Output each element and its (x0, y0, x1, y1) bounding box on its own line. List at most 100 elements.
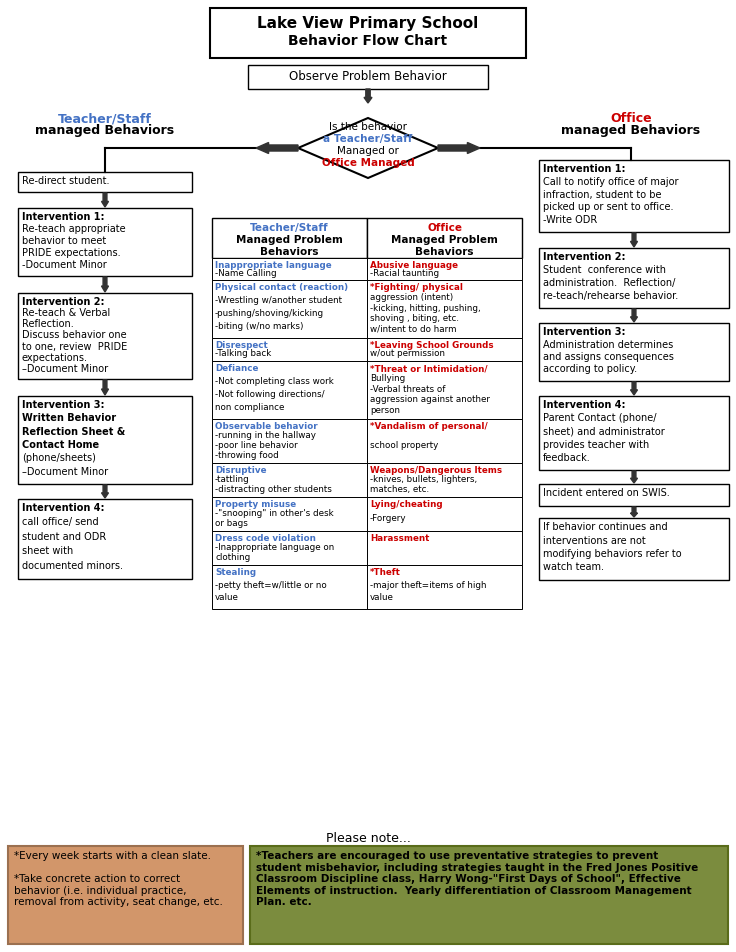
Text: *Every week starts with a clean slate.

*Take concrete action to correct
behavio: *Every week starts with a clean slate. *… (14, 851, 223, 907)
FancyArrow shape (631, 507, 637, 517)
Text: Re-direct student.: Re-direct student. (22, 176, 110, 186)
FancyArrow shape (631, 233, 637, 247)
Text: -"snooping" in other's desk: -"snooping" in other's desk (215, 509, 333, 518)
Bar (367, 565, 522, 609)
Bar (367, 258, 522, 280)
Text: Defiance: Defiance (215, 364, 258, 373)
Text: *Leaving School Grounds: *Leaving School Grounds (370, 341, 494, 350)
Text: watch team.: watch team. (543, 563, 604, 572)
Bar (367, 497, 522, 531)
Text: sheet) and administrator: sheet) and administrator (543, 426, 665, 436)
Text: Lake View Primary School: Lake View Primary School (258, 16, 478, 31)
Text: person: person (370, 406, 400, 415)
Text: matches, etc.: matches, etc. (370, 485, 429, 494)
Bar (18, 172, 192, 192)
Bar (539, 396, 729, 470)
Bar (212, 218, 367, 258)
Text: *Theft: *Theft (370, 568, 401, 577)
Bar (18, 499, 192, 579)
Text: -tattling: -tattling (215, 475, 250, 485)
Bar (18, 293, 192, 379)
Text: according to policy.: according to policy. (543, 365, 637, 374)
Bar (367, 218, 522, 258)
Text: PRIDE expectations.: PRIDE expectations. (22, 248, 121, 258)
Bar (8, 846, 243, 944)
Text: -Verbal threats of: -Verbal threats of (370, 385, 445, 394)
FancyArrow shape (102, 277, 108, 292)
Text: Contact Home: Contact Home (22, 440, 99, 450)
Text: aggression (intent): aggression (intent) (370, 293, 453, 303)
Bar (539, 248, 729, 308)
Text: Physical contact (reaction): Physical contact (reaction) (215, 283, 348, 292)
Text: call office/ send: call office/ send (22, 517, 99, 527)
Text: Is the behavior: Is the behavior (329, 122, 407, 132)
Bar (212, 419, 367, 463)
Bar (367, 280, 522, 338)
Text: Intervention 4:: Intervention 4: (543, 400, 626, 410)
Text: -running in the hallway: -running in the hallway (215, 431, 316, 441)
Bar (212, 463, 367, 497)
Text: Property misuse: Property misuse (215, 500, 296, 509)
Text: w/intent to do harm: w/intent to do harm (370, 325, 456, 333)
Polygon shape (298, 118, 438, 178)
Bar (367, 338, 522, 361)
Text: Intervention 1:: Intervention 1: (543, 164, 626, 174)
Text: Re-teach appropriate: Re-teach appropriate (22, 224, 126, 234)
Bar (212, 361, 367, 419)
Text: interventions are not: interventions are not (543, 535, 645, 545)
Text: provides teacher with: provides teacher with (543, 440, 649, 449)
FancyArrow shape (102, 485, 108, 498)
Text: If behavior continues and: If behavior continues and (543, 522, 668, 532)
Text: -Inappropriate language on: -Inappropriate language on (215, 544, 334, 552)
Text: Reflection Sheet &: Reflection Sheet & (22, 426, 125, 437)
Text: sheet with: sheet with (22, 546, 74, 556)
Text: Managed Problem: Managed Problem (236, 235, 343, 245)
Bar (212, 280, 367, 338)
Text: –Document Minor: –Document Minor (22, 466, 108, 477)
Text: Administration determines: Administration determines (543, 340, 673, 349)
Text: -knives, bullets, lighters,: -knives, bullets, lighters, (370, 475, 477, 485)
Text: Intervention 1:: Intervention 1: (22, 212, 105, 222)
Text: Incident entered on SWIS.: Incident entered on SWIS. (543, 488, 670, 498)
Text: clothing: clothing (215, 553, 250, 562)
Text: w/out permission: w/out permission (370, 349, 445, 359)
Bar (367, 463, 522, 497)
Text: *Teachers are encouraged to use preventative strategies to prevent
student misbe: *Teachers are encouraged to use preventa… (256, 851, 698, 907)
Text: to one, review  PRIDE: to one, review PRIDE (22, 342, 127, 351)
FancyArrow shape (631, 309, 637, 322)
Text: -kicking, hitting, pushing,: -kicking, hitting, pushing, (370, 304, 481, 313)
Text: feedback.: feedback. (543, 453, 591, 463)
Text: Abusive language: Abusive language (370, 261, 458, 270)
Text: Student  conference with: Student conference with (543, 265, 666, 275)
Bar (539, 518, 729, 580)
Text: behavior to meet: behavior to meet (22, 236, 106, 246)
Text: Lying/cheating: Lying/cheating (370, 500, 442, 509)
Bar (18, 396, 192, 484)
Text: -throwing food: -throwing food (215, 450, 279, 460)
Text: a Teacher/Staff: a Teacher/Staff (323, 134, 413, 144)
Text: -poor line behavior: -poor line behavior (215, 441, 298, 450)
Text: value: value (215, 593, 239, 603)
Text: managed Behaviors: managed Behaviors (35, 124, 174, 137)
Text: -Not completing class work: -Not completing class work (215, 377, 333, 386)
FancyArrow shape (631, 471, 637, 483)
Text: Intervention 3:: Intervention 3: (543, 327, 626, 337)
Text: Disruptive: Disruptive (215, 466, 266, 475)
Text: infraction, student to be: infraction, student to be (543, 189, 662, 200)
Text: Managed Problem: Managed Problem (391, 235, 498, 245)
Text: -Racial taunting: -Racial taunting (370, 269, 439, 278)
Text: Behaviors: Behaviors (261, 247, 319, 257)
Text: Intervention 2:: Intervention 2: (22, 297, 105, 307)
Text: Intervention 4:: Intervention 4: (22, 503, 105, 513)
Text: student and ODR: student and ODR (22, 532, 106, 542)
Text: -petty theft=w/little or no: -petty theft=w/little or no (215, 581, 327, 589)
Text: aggression against another: aggression against another (370, 395, 490, 405)
Text: –Document Minor: –Document Minor (22, 364, 108, 374)
Text: Behaviors: Behaviors (415, 247, 474, 257)
Text: -major theft=items of high: -major theft=items of high (370, 581, 486, 589)
Text: -pushing/shoving/kicking: -pushing/shoving/kicking (215, 309, 324, 318)
FancyArrow shape (438, 143, 480, 153)
Bar (210, 8, 526, 58)
Text: picked up or sent to office.: picked up or sent to office. (543, 203, 673, 212)
Text: -distracting other students: -distracting other students (215, 485, 332, 494)
